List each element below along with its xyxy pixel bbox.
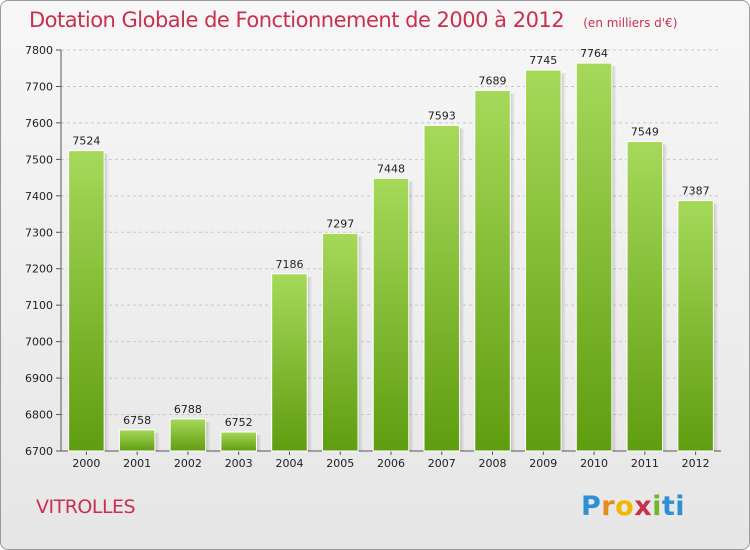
x-tick-label: 2012 xyxy=(682,457,710,470)
data-labels: 7524 6758 6788 6752 7186 7297 7448 7593 7689 7745… xyxy=(72,47,709,429)
data-label: 7186 xyxy=(275,258,303,271)
x-tick-label: 2010 xyxy=(580,457,608,470)
bar-shadow xyxy=(459,128,465,451)
proxiti-logo[interactable]: Proxiti xyxy=(581,491,685,522)
y-tick-label: 6700 xyxy=(25,445,53,458)
logo-letter: r xyxy=(601,491,616,522)
bar-2009 xyxy=(525,69,562,452)
y-tick-label: 6900 xyxy=(25,372,53,385)
bar-2002 xyxy=(169,418,207,452)
data-label: 7745 xyxy=(529,54,557,67)
bar-shadow xyxy=(408,181,414,451)
bar-shadow xyxy=(256,435,262,451)
x-tick-label: 2002 xyxy=(174,457,202,470)
y-tick-label: 7100 xyxy=(25,299,53,312)
y-tick-label: 7200 xyxy=(25,263,53,276)
bar-shadow xyxy=(307,276,313,451)
x-tick-label: 2008 xyxy=(479,457,507,470)
x-tick-label: 2001 xyxy=(123,457,151,470)
y-tick-label: 7300 xyxy=(25,226,53,239)
bar-shadow xyxy=(358,236,363,451)
chart-unit: (en milliers d'€) xyxy=(583,16,678,30)
x-tick-label: 2000 xyxy=(72,457,100,470)
y-tick-label: 7000 xyxy=(25,336,53,349)
bar-shadow xyxy=(104,153,110,451)
x-tick-label: 2006 xyxy=(377,457,405,470)
data-label: 6788 xyxy=(174,403,202,416)
x-tick-label: 2007 xyxy=(428,457,456,470)
bar-2011 xyxy=(626,141,664,452)
x-tick-label: 2011 xyxy=(631,457,659,470)
bar-2006 xyxy=(372,177,410,452)
y-tick-label: 7600 xyxy=(25,117,53,130)
bar-shadow xyxy=(561,73,567,452)
logo-letter: P xyxy=(581,491,602,522)
data-label: 7297 xyxy=(326,217,354,230)
y-tick-labels: 6700 6800 6900 7000 7100 7200 7300 7400 7500 7600… xyxy=(25,44,53,458)
y-tick-label: 7800 xyxy=(25,44,53,57)
y-tick-label: 7500 xyxy=(25,153,53,166)
bar-shadow xyxy=(611,66,617,452)
bars xyxy=(68,62,719,452)
bar-shadow xyxy=(205,421,211,451)
data-label: 7524 xyxy=(72,135,100,148)
bar-2008 xyxy=(474,89,511,452)
bar-2000 xyxy=(68,150,105,452)
x-tick-label: 2004 xyxy=(275,457,303,470)
data-label: 7448 xyxy=(377,162,405,175)
bar-2012 xyxy=(677,200,714,452)
chart-title: Dotation Globale de Fonctionnement de 20… xyxy=(29,8,565,32)
data-label: 6758 xyxy=(123,414,151,427)
bar-shadow xyxy=(662,144,668,451)
x-tick-label: 2005 xyxy=(326,457,354,470)
y-tick-label: 7700 xyxy=(25,80,53,93)
x-tick-label: 2003 xyxy=(225,457,253,470)
logo-letter: x xyxy=(634,491,653,522)
bar-shadow xyxy=(713,203,719,451)
bar-2007 xyxy=(423,124,461,452)
bar-2003 xyxy=(220,431,257,452)
data-label: 7549 xyxy=(631,126,659,139)
data-label: 7689 xyxy=(479,74,507,87)
bar-2001 xyxy=(118,429,156,452)
bar-2010 xyxy=(575,62,613,452)
x-tick-labels: 2000 2001 2002 2003 2004 2005 2006 2007 2008 2009… xyxy=(72,457,709,470)
data-label: 7764 xyxy=(580,47,608,60)
data-label: 7387 xyxy=(682,185,710,198)
x-tick-label: 2009 xyxy=(529,457,557,470)
chart-header: Dotation Globale de Fonctionnement de 20… xyxy=(29,8,677,32)
y-tick-label: 7400 xyxy=(25,190,53,203)
bar-2005 xyxy=(321,232,359,452)
y-tick-label: 6800 xyxy=(25,409,53,422)
logo-letter: i xyxy=(652,491,662,522)
bar-shadow xyxy=(154,432,160,451)
logo-letter: o xyxy=(615,491,635,522)
data-label: 6752 xyxy=(225,416,253,429)
data-label: 7593 xyxy=(428,109,456,122)
commune-name: VITROLLES xyxy=(36,496,136,518)
logo-letter: ti xyxy=(661,491,686,522)
bar-shadow xyxy=(510,93,516,452)
bar-2004 xyxy=(271,273,308,452)
